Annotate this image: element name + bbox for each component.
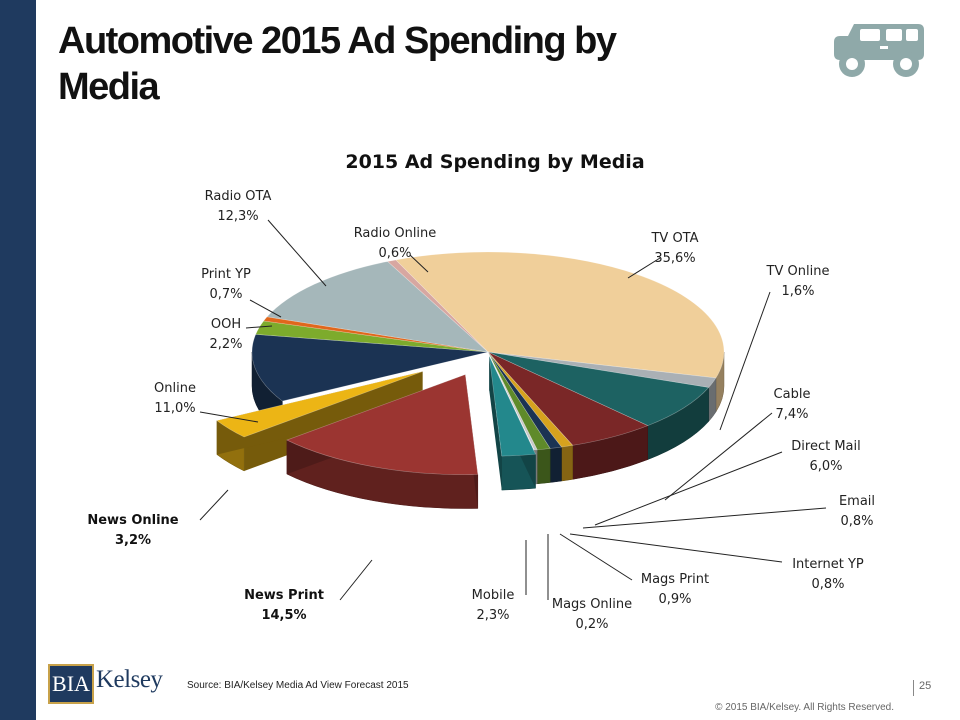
pie-top-email xyxy=(487,351,574,448)
sidebar-bar xyxy=(0,0,36,720)
leader-line-internet-yp xyxy=(569,533,783,563)
leader-line-direct-mail xyxy=(594,451,783,526)
leader-line-mags-print xyxy=(559,533,633,581)
leader-line-tv-online xyxy=(719,291,771,431)
slice-label-mags-print: Mags Print xyxy=(641,572,709,587)
pie-top-mobile xyxy=(488,356,536,457)
copyright-text: © 2015 BIA/Kelsey. All Rights Reserved. xyxy=(715,702,894,713)
pie-top-radio-online xyxy=(387,259,489,353)
pie-top-online xyxy=(251,334,489,402)
pie-top-mags-online xyxy=(487,351,538,451)
slice-label-cable: Cable xyxy=(774,387,811,402)
leader-line-radio-online xyxy=(409,254,429,273)
slice-label-direct-mail: Direct Mail xyxy=(791,439,860,454)
source-note: Source: BIA/Kelsey Media Ad View Forecas… xyxy=(187,680,409,691)
slice-value-mags-print: 0,9% xyxy=(658,592,691,607)
slice-value-news-print: 14,5% xyxy=(261,608,306,623)
pie-top-news-print xyxy=(286,374,479,475)
leader-line-tv-ota xyxy=(627,257,661,279)
slice-label-news-online: News Online xyxy=(87,513,178,528)
slice-value-ooh: 2,2% xyxy=(209,337,242,352)
leader-line-print-yp xyxy=(249,299,282,318)
pie-slice-email xyxy=(561,445,573,482)
pie-top-ooh xyxy=(255,320,489,353)
pie-cut-face-news-online xyxy=(216,371,423,455)
chart-title: 2015 Ad Spending by Media xyxy=(345,151,644,173)
slice-label-radio-ota: Radio OTA xyxy=(205,189,272,204)
pie-top-tv-ota xyxy=(395,251,725,379)
slice-label-internet-yp: Internet YP xyxy=(792,557,864,572)
leader-line-news-online xyxy=(199,489,229,521)
slice-label-email: Email xyxy=(839,494,875,509)
logo-wordmark: Kelsey xyxy=(96,666,163,693)
slice-value-email: 0,8% xyxy=(840,514,873,529)
pie-slice-internet-yp xyxy=(549,446,562,483)
slice-value-news-online: 3,2% xyxy=(115,533,151,548)
slice-value-mobile: 2,3% xyxy=(476,608,509,623)
pie-chart: 2015 Ad Spending by Media TV OTA 35,6% TV … xyxy=(87,151,875,632)
slice-label-print-yp: Print YP xyxy=(201,267,251,282)
page-number: 25 xyxy=(919,680,932,692)
pie-slice-mags-print xyxy=(536,448,551,485)
pie-cut-face-mobile xyxy=(489,356,502,491)
bia-kelsey-logo: BIA Kelsey xyxy=(48,664,163,708)
slice-label-ooh: OOH xyxy=(211,317,241,332)
slice-value-cable: 7,4% xyxy=(775,407,808,422)
pie-top-internet-yp xyxy=(487,351,563,449)
slice-value-print-yp: 0,7% xyxy=(209,287,242,302)
slice-value-direct-mail: 6,0% xyxy=(809,459,842,474)
pie-top-radio-ota xyxy=(266,261,489,353)
leader-line-ooh xyxy=(245,325,273,329)
pie-top-news-online xyxy=(216,371,423,438)
pie-top-direct-mail xyxy=(487,351,649,446)
pie-side-mags-print xyxy=(536,448,551,485)
page-title: Automotive 2015 Ad Spending by Media xyxy=(58,20,617,108)
slice-label-radio-online: Radio Online xyxy=(354,226,437,241)
slice-value-tv-ota: 35,6% xyxy=(654,251,695,266)
slice-value-radio-ota: 12,3% xyxy=(217,209,258,224)
pie-top-tv-online xyxy=(487,351,717,388)
pie-top-mags-print xyxy=(487,351,551,451)
leader-line-email xyxy=(582,507,827,529)
slice-label-online: Online xyxy=(154,381,196,396)
logo-box: BIA xyxy=(48,664,94,704)
pie-side-email xyxy=(561,445,573,482)
car-icon xyxy=(834,24,924,77)
slice-value-internet-yp: 0,8% xyxy=(811,577,844,592)
leader-line-radio-ota xyxy=(267,219,327,287)
slice-value-online: 11,0% xyxy=(154,401,195,416)
slice-value-radio-online: 0,6% xyxy=(378,246,411,261)
slice-label-tv-ota: TV OTA xyxy=(650,231,698,246)
pie-side-internet-yp xyxy=(549,446,562,483)
slice-label-mags-online: Mags Online xyxy=(552,597,632,612)
pie-top-cable xyxy=(487,351,710,426)
slice-label-mobile: Mobile xyxy=(472,588,515,603)
leader-line-news-print xyxy=(339,559,373,601)
pie-top-print-yp xyxy=(263,316,489,353)
slice-value-mags-online: 0,2% xyxy=(575,617,608,632)
slice-label-news-print: News Print xyxy=(244,588,324,603)
slice-value-tv-online: 1,6% xyxy=(781,284,814,299)
page-separator xyxy=(913,680,914,696)
slice-label-tv-online: TV Online xyxy=(766,264,830,279)
leader-line-online xyxy=(199,411,259,423)
leader-line-cable xyxy=(664,412,773,501)
